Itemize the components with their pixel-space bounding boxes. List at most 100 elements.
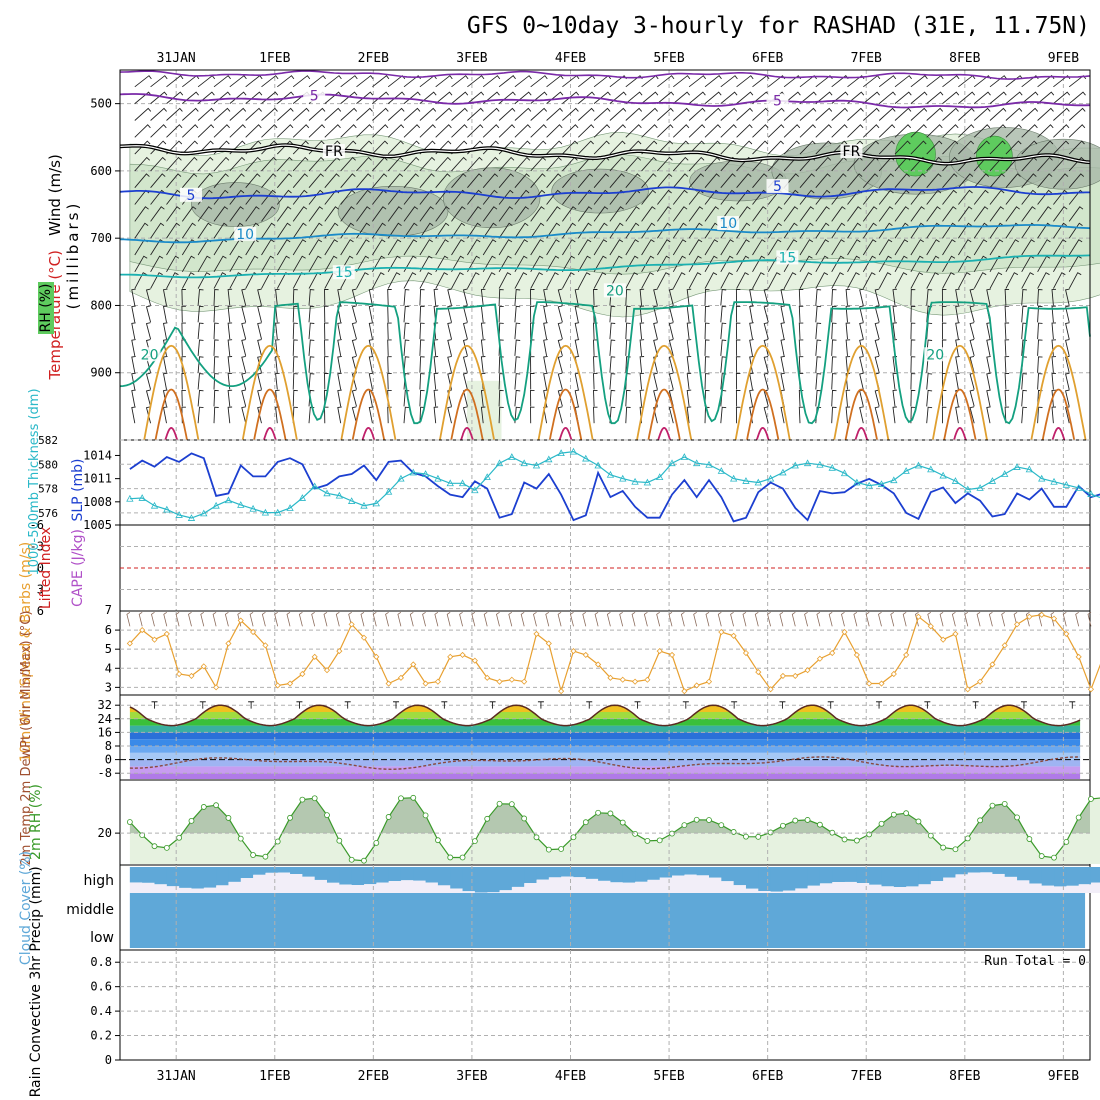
wind-barb: [134, 272, 147, 289]
wind-barb: [1037, 356, 1043, 373]
wind-barb: [831, 107, 848, 121]
rh-marker: [644, 838, 651, 844]
wind-barb: [351, 339, 357, 357]
wind-barb: [657, 75, 675, 88]
slp-marker: [742, 477, 750, 484]
wind-barb: [767, 107, 785, 121]
rh-marker: [841, 836, 848, 843]
wind-barb: [831, 91, 849, 104]
wind-barb: [609, 107, 627, 121]
wind-speed-marker: [139, 627, 146, 634]
wind-barb: [892, 322, 898, 340]
wind-barb: [859, 339, 864, 357]
slp-marker: [717, 467, 725, 474]
wind-barb: [419, 206, 434, 222]
cloud-high-bar: [647, 867, 661, 880]
wind-barb: [609, 389, 616, 407]
wind-speed-marker: [915, 613, 922, 620]
slp-marker: [668, 459, 676, 467]
wind-barb: [197, 140, 214, 155]
wind-barb: [672, 255, 686, 273]
wind-barb: [403, 406, 410, 424]
surface-barb: [397, 611, 402, 627]
wind-barb: [308, 389, 315, 407]
wind-speed-marker: [188, 672, 195, 679]
wind-barb: [276, 140, 293, 155]
rh-marker: [484, 815, 491, 822]
wind-barb: [227, 356, 233, 373]
wind-barb: [145, 406, 152, 424]
wind-barb: [447, 339, 452, 357]
wind-barb: [874, 389, 880, 407]
rh-marker: [422, 812, 429, 819]
wind-barb: [403, 222, 418, 239]
wind-barb: [433, 288, 439, 306]
wind-barb: [514, 322, 521, 340]
wind-barb: [514, 389, 521, 407]
cloud-high-bar: [228, 867, 242, 882]
wind-barb: [720, 173, 736, 188]
wind-speed-marker: [151, 636, 158, 643]
wind-barb: [831, 222, 846, 239]
wind-speed-marker: [619, 676, 626, 683]
wind-barb: [419, 289, 425, 306]
wind-barb: [213, 322, 219, 340]
wind-barb: [530, 140, 547, 155]
wind-barb: [292, 289, 298, 306]
wind-barb: [166, 272, 179, 289]
contour-10c: [119, 224, 1091, 244]
wind-barb: [973, 189, 989, 205]
minmax-bar: [1069, 701, 1076, 709]
wind-barb: [859, 372, 864, 390]
wind-barb: [292, 389, 298, 407]
slp-marker: [471, 486, 479, 494]
rh-marker: [903, 810, 910, 817]
wind-barb: [815, 75, 833, 88]
wind-barb: [831, 124, 848, 138]
wind-barb: [653, 305, 658, 323]
wind-barb: [593, 91, 611, 104]
li-tick: 3: [37, 583, 44, 597]
rh-marker: [471, 838, 478, 845]
wind-barb: [213, 272, 227, 289]
wind-barb: [356, 107, 373, 121]
wind-barb: [245, 107, 262, 121]
wind-barb: [749, 322, 754, 340]
wind-barb: [910, 124, 927, 138]
wind-barb: [562, 140, 579, 155]
cloud-high-bar: [782, 867, 796, 891]
rh-marker: [225, 815, 232, 821]
svg-text:Wind (m/s): Wind (m/s): [46, 154, 64, 236]
wind-barb: [1068, 107, 1086, 121]
wind-barb: [688, 206, 704, 222]
slp-marker: [311, 482, 319, 490]
wind-barb: [609, 272, 623, 289]
slp-marker: [754, 478, 762, 486]
wind-speed-marker: [348, 621, 355, 628]
wind-barb: [387, 107, 405, 121]
wind-barb: [403, 107, 421, 121]
contour-label-bg: [603, 283, 626, 298]
surface-barb: [779, 611, 784, 627]
wind-barb: [973, 91, 991, 104]
cloud-high-gap: [782, 890, 796, 893]
wind-barb: [720, 339, 727, 356]
wind-barb: [546, 124, 563, 138]
wind-barb: [942, 173, 958, 188]
wind-barb: [847, 206, 862, 222]
surface-barb: [261, 611, 266, 627]
wind-barb: [815, 239, 829, 256]
wind-barb: [337, 406, 342, 424]
wind-barb: [688, 124, 706, 138]
upper-ylabel-pressure: (millibars): [64, 201, 82, 310]
wind-barb: [1051, 288, 1057, 306]
wind-barb: [131, 406, 136, 424]
wind-barb: [1053, 206, 1068, 222]
contour-label-bg: [766, 179, 789, 194]
cloud-high-gap: [819, 883, 833, 893]
wind-barb: [257, 305, 262, 323]
wind-barb: [197, 107, 215, 121]
wind-barb: [780, 339, 785, 356]
wind-barb: [368, 305, 374, 323]
wind-barb: [704, 289, 710, 306]
